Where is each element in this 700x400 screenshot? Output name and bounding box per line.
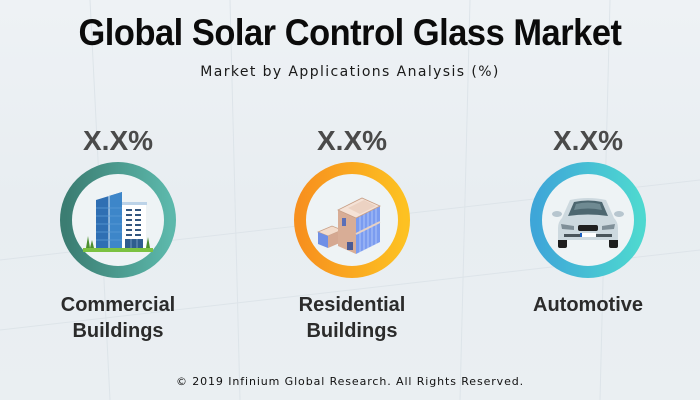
residential-building-icon [316, 197, 381, 254]
office-building-icon [83, 192, 153, 252]
segment-value: X.X% [316, 125, 388, 156]
segment-ring [528, 160, 648, 280]
page-title: Global Solar Control Glass Market [78, 12, 622, 53]
segment-residential-buildings: X.X% [232, 124, 472, 344]
car-icon [552, 198, 624, 248]
segment-label: Automotive [533, 294, 643, 316]
segment-ring [58, 160, 178, 280]
segment-value: X.X% [552, 125, 624, 156]
segment-label: Commercial Buildings [60, 294, 176, 342]
copyright-footer: © 2019 Infinium Global Research. All Rig… [175, 375, 525, 388]
segment-ring [292, 160, 412, 280]
segment-value: X.X% [82, 125, 154, 156]
page-subtitle: Market by Applications Analysis (%) [200, 64, 500, 80]
segment-automotive: X.X% [468, 124, 700, 318]
segment-label: Residential Buildings [298, 294, 406, 342]
segment-commercial-buildings: X.X% [0, 124, 238, 344]
